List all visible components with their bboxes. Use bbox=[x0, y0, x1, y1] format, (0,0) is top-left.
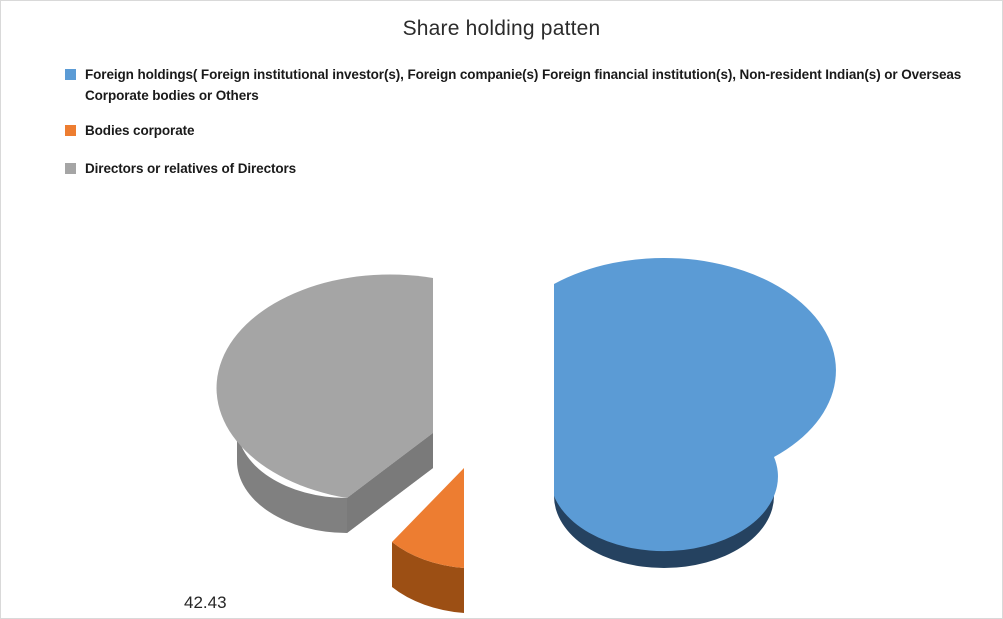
legend-swatch-bodies-corporate bbox=[65, 124, 76, 136]
pie-slice-directors-radial-face bbox=[347, 433, 433, 533]
data-label-directors: 42.43 bbox=[184, 593, 227, 612]
pie-slice-bodies-corporate-side bbox=[392, 542, 464, 613]
pie-slice-bodies-corporate-top bbox=[392, 468, 464, 568]
pie-plot-area: 42.43 50.00 7.57 bbox=[1, 246, 1002, 618]
pie-slice-foreign-holdings[interactable] bbox=[554, 257, 836, 568]
legend-label-directors: Directors or relatives of Directors bbox=[85, 160, 297, 176]
chart-legend: Foreign holdings( Foreign institutional … bbox=[65, 65, 965, 216]
legend-label-foreign-holdings: Foreign holdings( Foreign institutional … bbox=[85, 67, 962, 103]
pie-chart-svg bbox=[216, 257, 836, 613]
legend-swatch-directors bbox=[65, 162, 76, 174]
legend-item-foreign-holdings[interactable]: Foreign holdings( Foreign institutional … bbox=[65, 65, 965, 107]
legend-label-bodies-corporate: Bodies corporate bbox=[85, 122, 195, 138]
legend-item-directors[interactable]: Directors or relatives of Directors bbox=[65, 159, 965, 180]
pie-slice-foreign-holdings-top bbox=[554, 257, 836, 552]
pie-slice-directors[interactable] bbox=[216, 274, 433, 533]
pie-slice-directors-side bbox=[237, 426, 433, 533]
legend-swatch-foreign-holdings bbox=[65, 69, 76, 80]
legend-item-bodies-corporate[interactable]: Bodies corporate bbox=[65, 121, 965, 142]
pie-slice-bodies-corporate[interactable] bbox=[392, 468, 464, 613]
page-title: Share holding patten bbox=[402, 17, 601, 40]
pie-slice-directors-top bbox=[216, 274, 433, 498]
